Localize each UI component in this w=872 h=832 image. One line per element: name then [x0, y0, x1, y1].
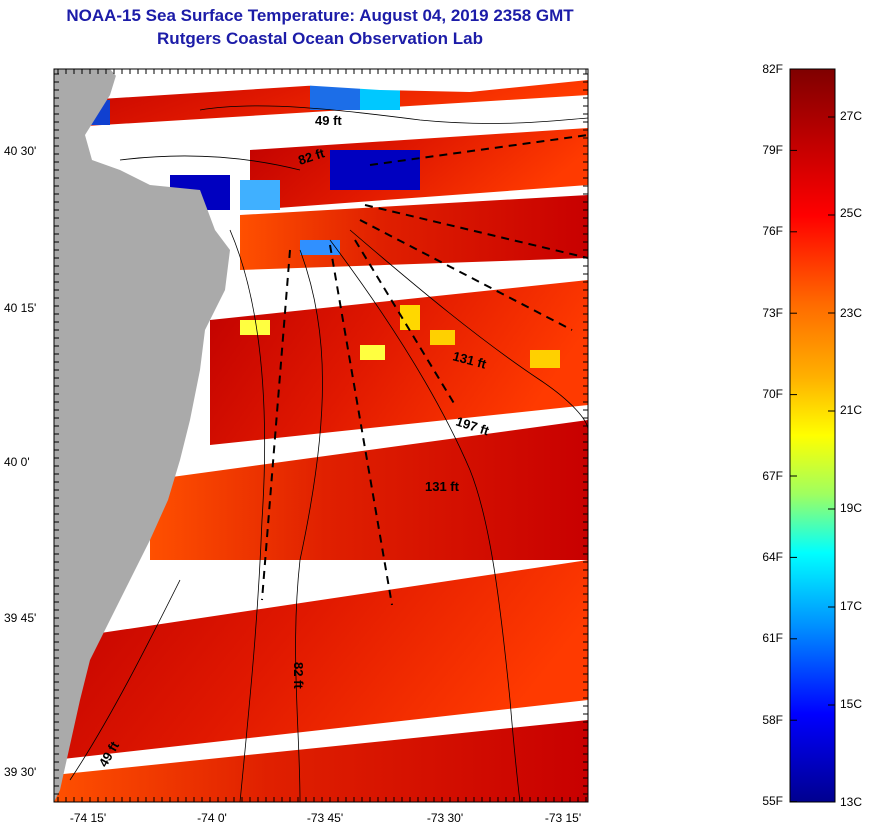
lat-tick-label: 39 30': [4, 765, 36, 779]
map-title: NOAA-15 Sea Surface Temperature: August …: [66, 6, 574, 25]
depth-label: 131 ft: [425, 479, 460, 494]
depth-contour: [69, 579, 181, 781]
colorbar-f-label: 61F: [762, 631, 783, 645]
depth-contour: [229, 229, 266, 802]
colorbar-c-label: 17C: [840, 599, 862, 613]
warm-patch: [430, 330, 455, 345]
colorbar-f-label: 64F: [762, 550, 783, 564]
shipping-lane: [261, 249, 291, 601]
lon-tick-label: -73 45': [307, 811, 343, 825]
land-new-jersey: [54, 69, 230, 802]
colorbar-c-label: 23C: [840, 306, 862, 320]
colorbar-f-label: 67F: [762, 469, 783, 483]
colorbar-f-label: 55F: [762, 794, 783, 808]
warm-patch: [240, 320, 270, 335]
lat-tick-label: 40 0': [4, 455, 30, 469]
depth-contour: [295, 249, 323, 802]
colorbar-f-label: 76F: [762, 224, 783, 238]
depth-contour: [329, 239, 521, 802]
axis-ticks: [54, 69, 588, 803]
colorbar-c-label: 15C: [840, 697, 862, 711]
colorbar-c-label: 27C: [840, 109, 862, 123]
colorbar-f-label: 82F: [762, 62, 783, 76]
depth-contour: [119, 155, 301, 171]
shipping-lane: [354, 239, 456, 406]
colorbar-c-label: 21C: [840, 403, 862, 417]
shipping-lane: [359, 219, 573, 331]
shipping-lane: [329, 244, 393, 606]
sst-band: [54, 560, 588, 760]
lat-tick-label: 40 30': [4, 144, 36, 158]
warm-patch: [360, 345, 385, 360]
depth-contour: [349, 229, 588, 431]
warm-patch: [530, 350, 560, 368]
colorbar-c-label: 13C: [840, 795, 862, 809]
cold-patch: [300, 240, 340, 255]
colorbar-f-label: 73F: [762, 306, 783, 320]
shipping-lane: [369, 134, 588, 166]
cold-patch: [330, 150, 420, 190]
colorbar-c-label: 19C: [840, 501, 862, 515]
warm-patch: [400, 305, 420, 330]
colorbar-f-label: 70F: [762, 387, 783, 401]
depth-label: 82 ft: [291, 662, 306, 689]
colorbar-ticks: [790, 68, 835, 803]
cold-patch: [240, 180, 280, 210]
map-subtitle: Rutgers Coastal Ocean Observation Lab: [157, 29, 483, 48]
lat-tick-label: 40 15': [4, 301, 36, 315]
colorbar-f-label: 79F: [762, 143, 783, 157]
colorbar-f-label: 58F: [762, 713, 783, 727]
depth-label: 49 ft: [315, 113, 342, 128]
map-frame: [53, 68, 589, 803]
shipping-lane: [364, 204, 588, 259]
depth-contour: [199, 105, 588, 124]
sst-swath: [54, 69, 588, 802]
lon-tick-label: -74 15': [70, 811, 106, 825]
sst-band: [150, 420, 588, 560]
lon-tick-label: -73 15': [545, 811, 581, 825]
lat-tick-label: 39 45': [4, 611, 36, 625]
colorbar: [789, 68, 836, 803]
lon-tick-label: -74 0': [197, 811, 227, 825]
colorbar-c-label: 25C: [840, 206, 862, 220]
no-data-strip: [110, 69, 588, 92]
sst-band: [54, 720, 588, 802]
sst-band: [210, 280, 588, 445]
lon-tick-label: -73 30': [427, 811, 463, 825]
